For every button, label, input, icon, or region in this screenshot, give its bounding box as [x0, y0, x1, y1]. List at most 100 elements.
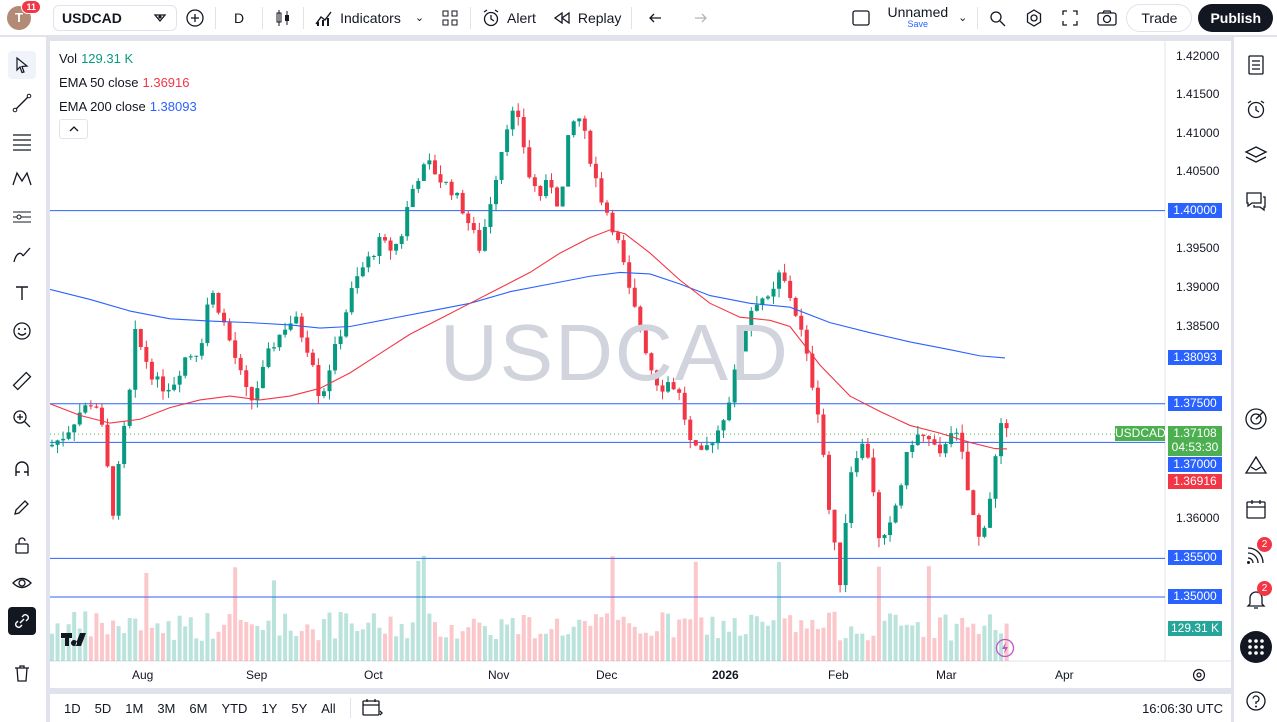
alert-button[interactable]: Alert — [473, 0, 544, 36]
range-button-1d[interactable]: 1D — [64, 700, 81, 716]
ai-spark-icon[interactable] — [995, 638, 1015, 661]
candle-body — [133, 329, 138, 390]
range-button-6m[interactable]: 6M — [189, 700, 208, 716]
candle-body — [993, 456, 998, 499]
quick-search-button[interactable] — [980, 0, 1016, 36]
legend-ema50[interactable]: EMA 50 close 1.36916 — [59, 75, 190, 90]
volume-bar — [233, 567, 238, 661]
volume-bar — [693, 561, 698, 661]
zoom-tool[interactable] — [8, 405, 36, 433]
range-button-5y[interactable]: 5Y — [291, 700, 308, 716]
chats-button[interactable] — [1242, 187, 1270, 215]
chevron-down-icon[interactable]: ⌄ — [958, 12, 968, 24]
volume-bar — [338, 612, 343, 661]
chart-type-button[interactable] — [265, 0, 301, 36]
volume-bar — [255, 625, 260, 661]
pattern-tool[interactable] — [8, 165, 36, 193]
symbol-menu-icon[interactable] — [152, 10, 168, 26]
volume-bar — [810, 619, 815, 661]
apps-button[interactable] — [1240, 631, 1272, 663]
sync-drawings-tool[interactable] — [8, 607, 36, 635]
news-stream-button[interactable]: 2 — [1242, 537, 1272, 569]
snapshot-button[interactable] — [1088, 0, 1126, 36]
candle-body — [344, 312, 349, 337]
price-chart[interactable] — [50, 41, 1231, 688]
lock-drawings-tool[interactable] — [8, 531, 36, 559]
targets-button[interactable] — [1242, 405, 1270, 433]
trendline-tool[interactable] — [8, 89, 36, 117]
fib-tool[interactable] — [8, 127, 36, 155]
chevron-down-icon[interactable]: ⌄ — [414, 12, 425, 24]
cursor-tool[interactable] — [8, 51, 36, 79]
redo-button[interactable] — [678, 0, 722, 36]
templates-button[interactable] — [432, 0, 468, 36]
emoji-tool[interactable] — [8, 317, 36, 345]
candle-body — [466, 213, 471, 224]
hide-drawings-tool[interactable] — [8, 569, 36, 597]
volume-bar — [466, 627, 471, 661]
symbol-search[interactable]: USDCAD — [53, 4, 177, 31]
interval-button[interactable]: D — [234, 9, 245, 26]
range-button-3m[interactable]: 3M — [157, 700, 176, 716]
calendar-button[interactable] — [1242, 495, 1270, 523]
utc-clock[interactable]: 16:06:30 UTC — [1142, 700, 1223, 716]
help-button[interactable] — [1242, 687, 1270, 715]
magnet-tool[interactable] — [8, 455, 36, 483]
layout-name[interactable]: Unnamed Save ⌄ — [887, 3, 968, 29]
candle-body — [932, 439, 937, 445]
volume-bar — [366, 622, 371, 661]
volume-bar — [510, 618, 515, 661]
candle-body — [815, 387, 820, 415]
indicators-button[interactable]: Indicators ⌄ — [306, 0, 432, 36]
candle-body — [360, 267, 365, 277]
volume-bar — [355, 630, 360, 661]
undo-button[interactable] — [634, 0, 678, 36]
brush-tool[interactable] — [8, 241, 36, 269]
volume-bar — [488, 634, 493, 661]
range-button-all[interactable]: All — [321, 700, 336, 716]
settings-button[interactable] — [1016, 0, 1052, 36]
layout-button[interactable] — [843, 0, 879, 36]
user-avatar[interactable]: T 11 — [7, 0, 41, 30]
range-button-1m[interactable]: 1M — [125, 700, 144, 716]
goto-date-button[interactable] — [361, 697, 383, 720]
candle-body — [449, 181, 454, 196]
volume-bar — [111, 620, 116, 661]
range-button-1y[interactable]: 1Y — [261, 700, 278, 716]
candle-body — [804, 329, 809, 354]
replay-button[interactable]: Replay — [544, 0, 630, 36]
volume-bar — [566, 634, 571, 661]
publish-button[interactable]: Publish — [1198, 3, 1273, 32]
compare-symbol-button[interactable] — [177, 0, 213, 36]
alerts-panel-button[interactable] — [1242, 95, 1270, 123]
trade-button[interactable]: Trade — [1126, 3, 1193, 32]
fullscreen-button[interactable] — [1052, 0, 1088, 36]
stay-drawing-tool[interactable] — [8, 493, 36, 521]
symbol-price-tag: USDCAD — [1115, 426, 1166, 441]
remove-drawings-tool[interactable] — [8, 659, 36, 687]
volume-bar — [732, 618, 737, 661]
range-button-ytd[interactable]: YTD — [221, 700, 248, 716]
volume-bar — [699, 617, 704, 661]
object-tree-button[interactable] — [1242, 141, 1270, 169]
candle-body — [149, 361, 154, 380]
pine-button[interactable] — [1242, 451, 1270, 479]
legend-collapse-button[interactable] — [59, 119, 88, 139]
forecast-tool[interactable] — [8, 203, 36, 231]
mountain-icon — [1244, 455, 1268, 474]
notifications-button[interactable]: 2 — [1242, 581, 1272, 613]
legend-ema200[interactable]: EMA 200 close 1.38093 — [59, 99, 197, 114]
range-button-5d[interactable]: 5D — [94, 700, 112, 716]
lock-icon — [15, 537, 29, 554]
legend-volume[interactable]: Vol 129.31 K — [59, 51, 134, 66]
axis-settings-icon[interactable] — [1192, 668, 1206, 685]
volume-bar — [899, 625, 904, 661]
chart-pane[interactable]: USDCAD Vol 129.31 K EMA 50 close 1.36916 E… — [50, 41, 1231, 688]
text-tool[interactable] — [8, 279, 36, 307]
candle-body — [621, 240, 626, 263]
measure-tool[interactable] — [8, 367, 36, 395]
candle-body — [999, 423, 1004, 457]
volume-bar — [627, 623, 632, 661]
volume-bar — [605, 613, 609, 661]
watchlist-button[interactable] — [1242, 51, 1270, 79]
